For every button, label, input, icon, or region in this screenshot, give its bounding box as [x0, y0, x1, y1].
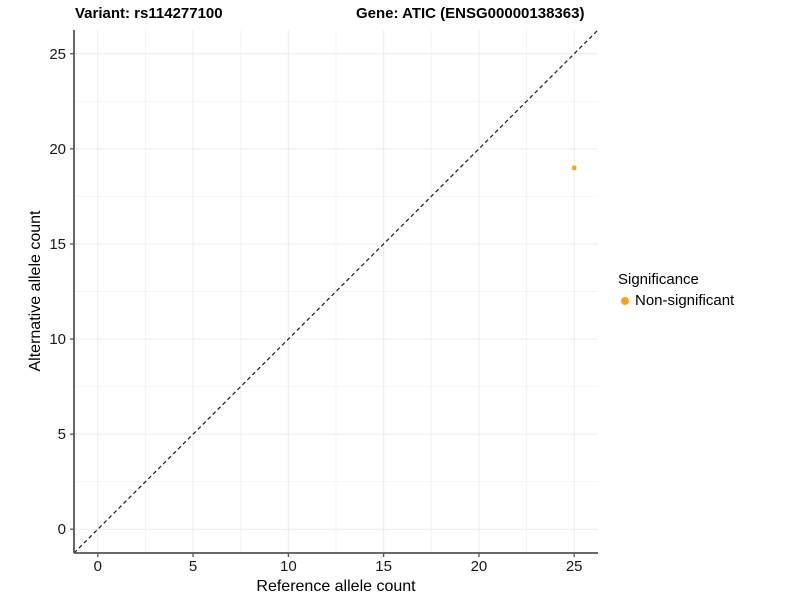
x-tick-label: 5 [189, 558, 197, 575]
legend-title: Significance [618, 271, 699, 288]
y-tick-label: 0 [58, 521, 66, 538]
y-tick-label: 15 [49, 236, 66, 253]
y-tick-label: 10 [49, 331, 66, 348]
y-tick-label: 20 [49, 141, 66, 158]
x-tick-label: 0 [94, 558, 102, 575]
x-tick-label: 15 [375, 558, 392, 575]
gene-title: Gene: ATIC (ENSG00000138363) [356, 5, 585, 22]
y-tick-label: 5 [58, 426, 66, 443]
y-tick-label: 25 [49, 46, 66, 63]
data-point [571, 165, 577, 171]
x-tick-label: 10 [280, 558, 297, 575]
legend: Significance Non-significant [618, 271, 734, 310]
point-marker-icon [621, 297, 629, 305]
x-tick-label: 25 [566, 558, 583, 575]
x-tick-label: 20 [471, 558, 488, 575]
legend-item-label: Non-significant [635, 292, 735, 309]
x-axis-title: Reference allele count [256, 578, 416, 595]
variant-title: Variant: rs114277100 [75, 5, 223, 22]
legend-item: Non-significant [618, 292, 734, 310]
identity-reference-line [73, 29, 599, 554]
